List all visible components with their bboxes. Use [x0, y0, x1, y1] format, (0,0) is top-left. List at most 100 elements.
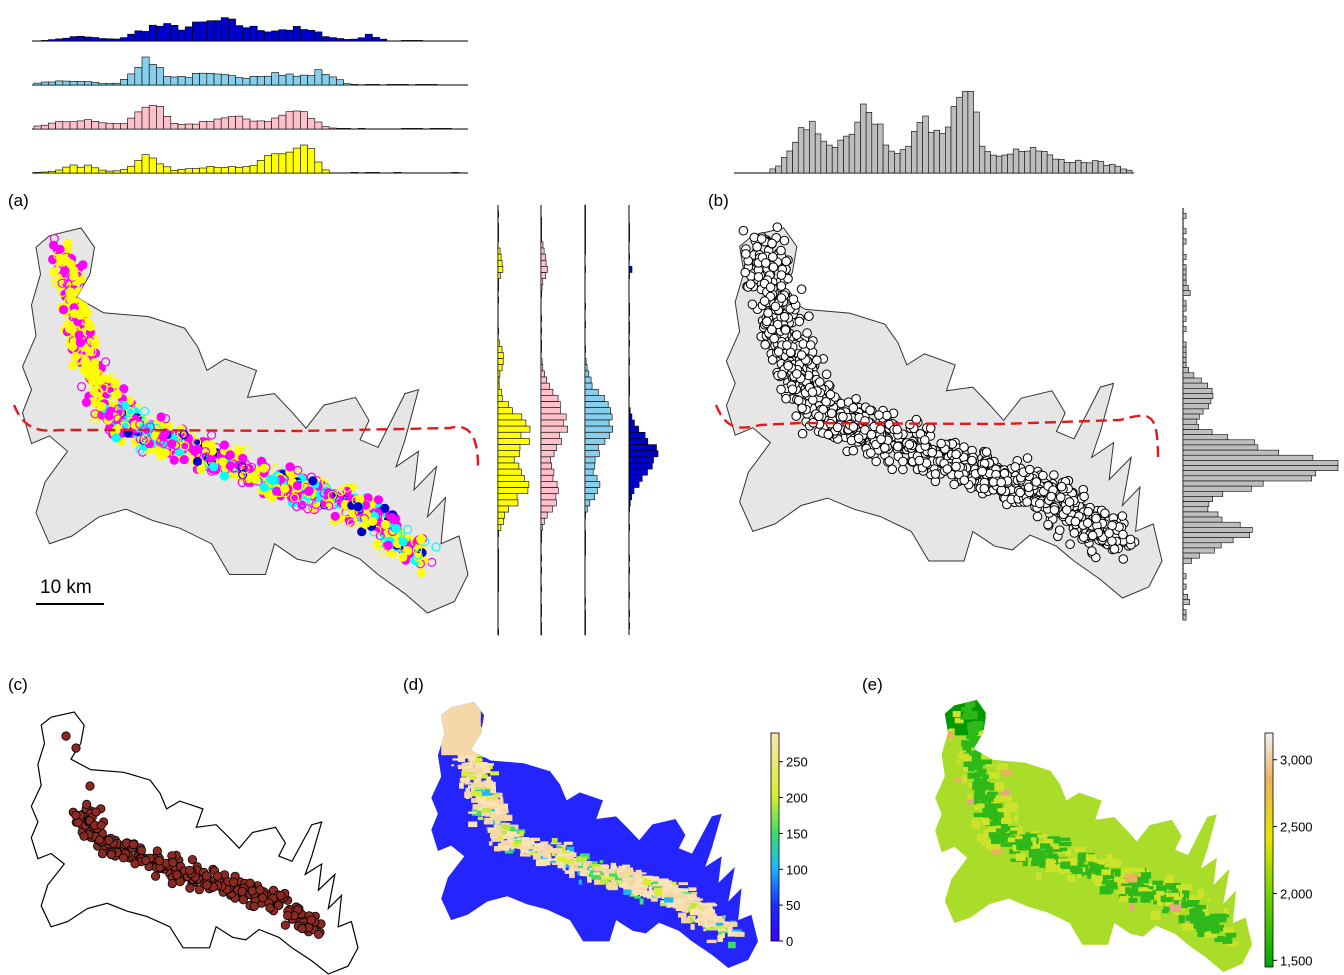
- background-point: [1117, 511, 1128, 521]
- background-point: [804, 311, 814, 322]
- histogram-bar: [584, 266, 586, 273]
- presence-point: [229, 877, 239, 887]
- occurrence-point: [119, 384, 129, 394]
- histogram-bar: [584, 511, 586, 519]
- histogram-bar: [540, 223, 542, 230]
- histogram-bar: [336, 38, 344, 42]
- histogram-bar: [584, 597, 586, 605]
- occurrence-point: [387, 512, 397, 523]
- histogram-bar: [307, 148, 316, 174]
- histogram-bar: [256, 120, 265, 130]
- histogram-bar: [321, 126, 330, 130]
- background-point: [794, 316, 805, 327]
- histogram-bar: [820, 140, 827, 174]
- histogram-bar: [300, 144, 308, 174]
- histogram-bar: [1182, 326, 1187, 332]
- histogram-bar: [497, 259, 503, 267]
- background-point: [871, 456, 882, 467]
- histogram-bar: [300, 111, 308, 130]
- presence-point: [238, 895, 248, 905]
- histogram-bar: [1182, 506, 1209, 513]
- presence-point: [104, 835, 114, 845]
- histogram-bar: [497, 444, 521, 452]
- histogram-bar: [1182, 583, 1187, 590]
- histogram-bar: [1182, 532, 1250, 538]
- histogram-bar: [1063, 162, 1071, 174]
- histogram-bar: [220, 74, 229, 86]
- histogram-bar: [444, 128, 452, 130]
- histogram-bar: [497, 511, 505, 519]
- histogram-bar: [192, 123, 200, 130]
- histogram-bar: [1182, 526, 1253, 533]
- histogram-bar: [540, 524, 543, 531]
- histogram-bar: [540, 450, 555, 458]
- occurrence-point: [403, 546, 413, 556]
- histogram-bar: [984, 151, 991, 174]
- background-point: [936, 438, 947, 449]
- histogram-bar: [584, 438, 606, 445]
- occurrence-point: [160, 448, 170, 458]
- background-point: [753, 272, 764, 282]
- histogram-bar: [156, 67, 164, 86]
- background-point: [767, 324, 777, 335]
- histogram-bar: [540, 444, 557, 452]
- histogram-bar: [628, 376, 630, 384]
- histogram-bar: [199, 72, 208, 86]
- histogram-bar: [235, 25, 244, 42]
- histogram-bar: [628, 567, 630, 574]
- histogram-bar: [497, 468, 522, 476]
- histogram-bar: [127, 117, 136, 130]
- occurrence-point: [68, 341, 78, 351]
- histogram-bar: [628, 499, 631, 507]
- histogram-bar: [213, 73, 222, 86]
- background-point: [942, 464, 953, 474]
- histogram-bar: [1029, 147, 1037, 174]
- histogram-bar: [584, 241, 586, 249]
- histogram-bar: [628, 591, 630, 599]
- occurrence-point: [225, 450, 235, 460]
- histogram-bar: [540, 530, 542, 537]
- histogram-bar: [540, 622, 542, 630]
- background-point: [787, 384, 798, 395]
- histogram-bar: [242, 27, 251, 42]
- presence-point: [306, 915, 316, 925]
- colorbar-tick-label: 250: [786, 755, 808, 770]
- histogram-bar: [1182, 573, 1187, 580]
- occurrence-point: [104, 411, 114, 421]
- histogram-bar: [628, 302, 630, 310]
- histogram-bar: [628, 456, 654, 464]
- histogram-bar: [1182, 403, 1209, 410]
- histogram-bar: [1182, 465, 1339, 471]
- histogram-bar: [497, 474, 525, 482]
- histogram-bar: [950, 106, 957, 174]
- background-point: [925, 423, 936, 434]
- presence-point: [313, 929, 324, 940]
- occurrence-point: [285, 462, 295, 472]
- histogram-bar: [84, 119, 92, 130]
- histogram-bar: [228, 75, 236, 86]
- histogram-bar: [584, 530, 586, 537]
- presence-point: [249, 901, 259, 911]
- histogram-bar: [995, 155, 1003, 174]
- histogram-bar: [249, 76, 258, 86]
- histogram-bar: [497, 407, 513, 415]
- background-point: [825, 389, 836, 400]
- histogram-bar: [831, 147, 839, 174]
- occurrence-point: [60, 266, 70, 276]
- histogram-bar: [120, 37, 128, 42]
- histogram-bar: [1086, 162, 1093, 174]
- occurrence-point: [383, 528, 393, 538]
- background-point: [756, 234, 767, 244]
- colorbar-tick-label: 1,500: [1280, 953, 1313, 968]
- histogram-bar: [628, 382, 630, 390]
- background-point: [763, 308, 773, 318]
- histogram-bar: [1182, 408, 1204, 415]
- histogram-bar: [127, 73, 136, 86]
- histogram-bar: [1182, 547, 1215, 554]
- presence-point: [237, 886, 247, 897]
- histogram-bar: [220, 167, 229, 174]
- background-point: [770, 301, 781, 312]
- histogram-bar: [1182, 496, 1213, 502]
- histogram-bar: [148, 157, 157, 174]
